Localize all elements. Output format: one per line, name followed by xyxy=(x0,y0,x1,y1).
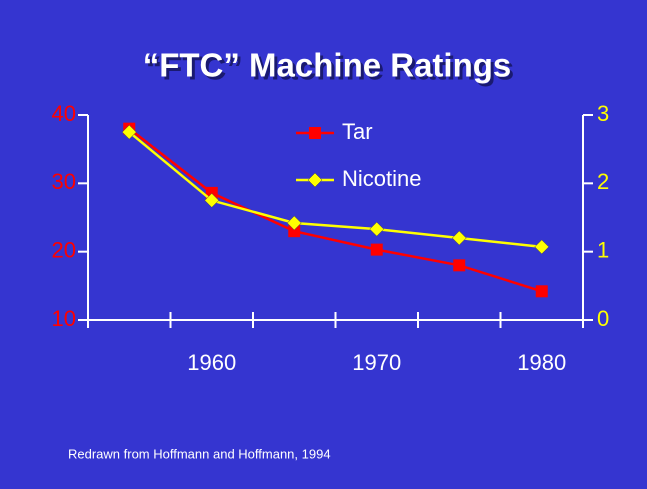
y-tick-label: 40 xyxy=(52,101,76,126)
marker xyxy=(451,230,467,246)
x-tick-label: 1970 xyxy=(352,350,401,375)
legend-label: Tar xyxy=(342,119,373,144)
marker xyxy=(288,225,301,238)
marker xyxy=(286,215,302,231)
y-tick-label: 30 xyxy=(52,169,76,194)
marker xyxy=(453,259,466,272)
chart-title-shadow: “FTC” Machine Ratings xyxy=(146,50,515,87)
source-note: Redrawn from Hoffmann and Hoffmann, 1994 xyxy=(68,446,331,461)
y2-tick-label: 2 xyxy=(597,169,609,194)
chart-title: “FTC” Machine Ratings xyxy=(143,47,512,84)
y-tick-label: 10 xyxy=(52,306,76,331)
marker xyxy=(309,127,321,139)
y2-tick-label: 1 xyxy=(597,237,609,262)
marker xyxy=(204,193,220,208)
series-line xyxy=(128,131,542,249)
x-tick-label: 1980 xyxy=(517,350,566,375)
y2-tick-label: 0 xyxy=(597,306,609,331)
marker xyxy=(535,285,548,298)
y2-tick-label: 3 xyxy=(597,101,609,126)
y-tick-label: 20 xyxy=(52,237,76,262)
marker xyxy=(369,221,385,237)
series-line xyxy=(128,127,543,293)
marker xyxy=(534,239,550,255)
marker xyxy=(370,243,383,256)
marker xyxy=(121,124,137,140)
x-tick-label: 1960 xyxy=(187,350,236,375)
marker xyxy=(307,172,323,188)
marker xyxy=(205,186,218,199)
legend-label: Nicotine xyxy=(342,166,421,191)
